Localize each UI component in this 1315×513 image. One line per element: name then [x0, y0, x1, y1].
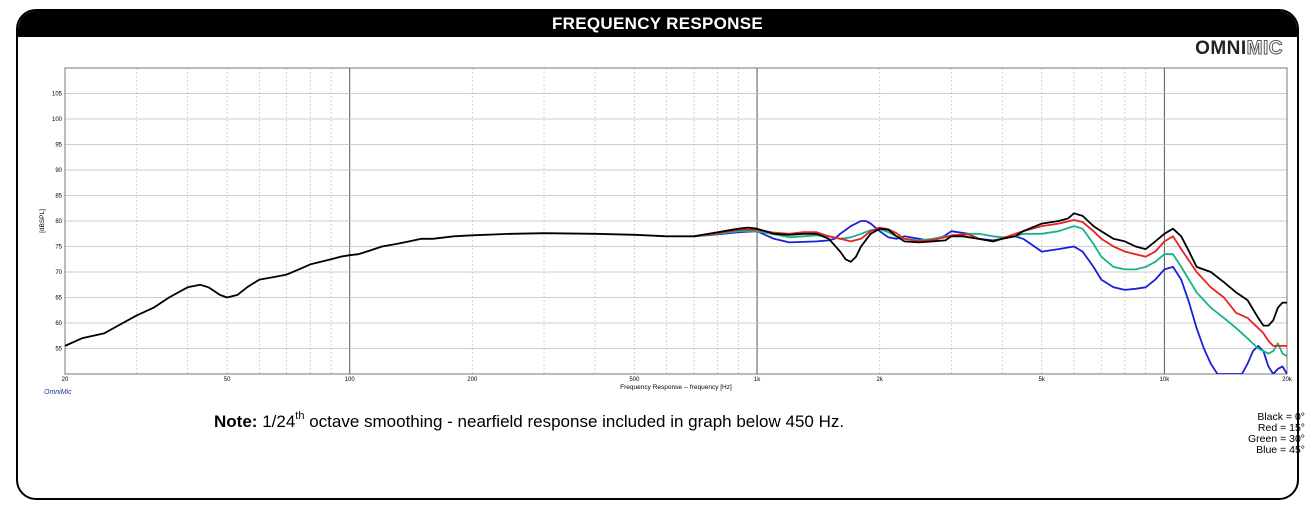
logo-part-mic: MIC: [1246, 38, 1283, 60]
chart-title: FREQUENCY RESPONSE: [18, 11, 1297, 37]
x-tick-label: 200: [467, 377, 478, 383]
x-tick-label: 20: [62, 377, 69, 383]
plot-area: [64, 67, 1288, 375]
y-tick-label: 80: [55, 219, 62, 225]
legend-entry-black: Black = 0°: [1257, 411, 1305, 423]
y-tick-label: 65: [55, 296, 62, 302]
series-line-e8231f: [693, 219, 1287, 347]
x-tick-label: 100: [345, 377, 356, 383]
y-tick-label: 55: [55, 347, 62, 353]
x-tick-label: 1k: [754, 377, 761, 383]
note-superscript: th: [295, 410, 305, 422]
x-tick-label: 5k: [1039, 377, 1046, 383]
y-tick-label: 95: [55, 143, 62, 149]
x-tick-label: 50: [224, 377, 231, 383]
y-tick-label: 85: [55, 194, 62, 200]
note-text: octave smoothing - nearfield response in…: [309, 412, 845, 431]
x-tick-label: 20k: [1282, 377, 1293, 383]
omnimic-watermark: OmniMic: [44, 389, 72, 396]
y-tick-label: 60: [55, 321, 62, 327]
logo-part-omni: OMNI: [1195, 38, 1247, 59]
y-tick-label: 75: [55, 245, 62, 251]
note-label: Note:: [214, 412, 258, 431]
y-tick-label: 90: [55, 168, 62, 174]
legend-entry-green: Green = 30°: [1247, 433, 1305, 445]
omnimic-logo: OMNIMIC: [1195, 38, 1283, 60]
series-line-17b388: [693, 225, 1287, 357]
series-line-000000: [65, 212, 1287, 347]
x-tick-label: 2k: [876, 377, 883, 383]
series-line-1c1fd9: [693, 220, 1287, 374]
y-tick-label: 70: [55, 270, 62, 276]
x-tick-label: 500: [629, 377, 640, 383]
note-fraction: 1/24: [262, 412, 296, 431]
x-axis-label: Frequency Response -- frequency [Hz]: [620, 384, 732, 391]
y-tick-label: 105: [52, 92, 63, 98]
angle-legend: Black = 0° Red = 15° Green = 30° Blue = …: [1248, 412, 1305, 456]
y-tick-label: 100: [52, 117, 63, 123]
y-axis-label: [dBSPL]: [39, 209, 46, 233]
legend-entry-red: Red = 15°: [1257, 422, 1305, 434]
smoothing-note: Note: 1/24th octave smoothing - nearfiel…: [214, 410, 845, 432]
legend-entry-blue: Blue = 45°: [1256, 444, 1305, 456]
x-tick-label: 10k: [1160, 377, 1171, 383]
